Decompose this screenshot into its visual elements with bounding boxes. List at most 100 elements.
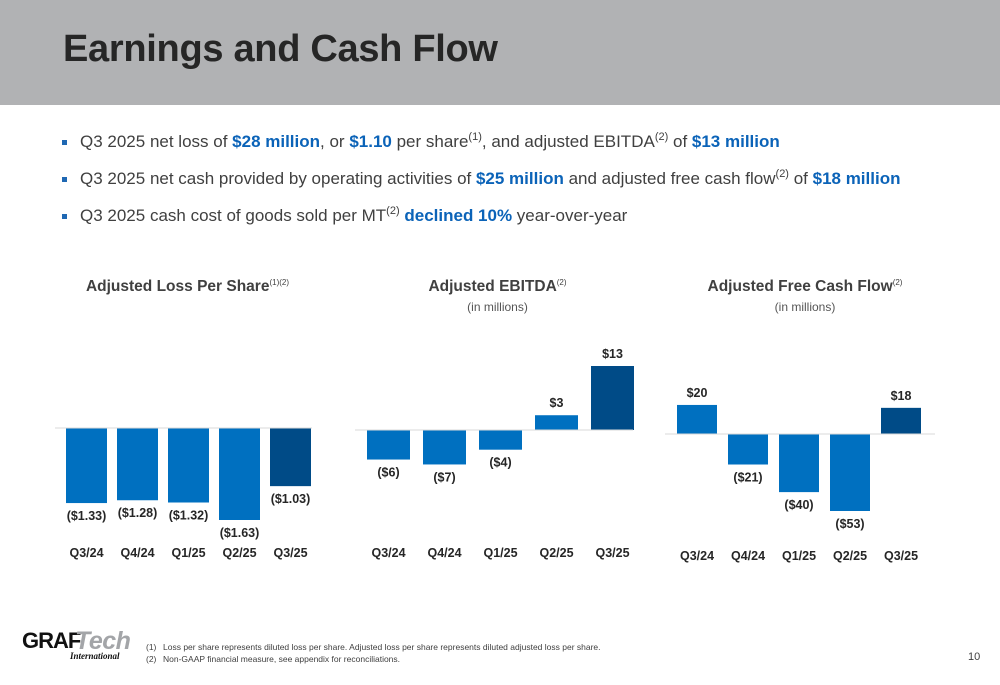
chart-plot: ($6) Q3/24 ($7) Q4/24 ($4) Q1/25 $3 Q2/25 $13 Q3/… <box>355 347 634 560</box>
chart-adjusted-loss-per-share: Adjusted Loss Per Share(1)(2) ($1.33) Q3/… <box>55 270 320 580</box>
category-label: Q1/25 <box>171 546 205 560</box>
bullet-item: Q3 2025 net cash provided by operating a… <box>62 167 962 204</box>
bar-Q2-25 <box>830 434 870 511</box>
data-label: ($1.32) <box>169 509 209 523</box>
footnote-number: (2) <box>146 654 157 664</box>
highlight-value: declined 10% <box>404 206 513 225</box>
bar-Q2-25 <box>535 415 578 430</box>
highlight-value: $1.10 <box>349 132 392 151</box>
highlight-value: $13 million <box>691 132 780 151</box>
page-number: 10 <box>968 651 981 663</box>
chart-plot: $20 Q3/24 ($21) Q4/24 ($40) Q1/25 ($53) Q2/25 $1… <box>665 386 935 563</box>
text-run: Q3 2025 net cash provided by operating a… <box>80 169 476 188</box>
data-label: $18 <box>891 389 912 403</box>
highlight-value: $18 million <box>812 169 901 188</box>
footnotes: (1) Loss per share represents diluted los… <box>146 641 601 665</box>
category-label: Q3/25 <box>273 546 307 560</box>
category-label: Q1/25 <box>782 549 816 563</box>
bar-Q4-24 <box>423 430 466 465</box>
logo-text-international: International <box>70 651 120 661</box>
bar-Q1-25 <box>168 428 209 503</box>
data-label: ($7) <box>433 470 455 484</box>
data-label: $20 <box>687 386 708 400</box>
category-label: Q2/25 <box>833 549 867 563</box>
data-label: $3 <box>550 396 564 410</box>
bar-Q3-24 <box>677 404 717 434</box>
text-run: of <box>668 132 692 151</box>
chart-title-footnote: (2) <box>556 278 567 287</box>
bar-Q3-25 <box>881 407 921 434</box>
chart-subtitle: (in millions) <box>774 300 836 314</box>
chart-title: Adjusted EBITDA(2) <box>428 278 567 295</box>
bullet-square-icon <box>62 214 67 219</box>
page-title: Earnings and Cash Flow <box>63 28 498 70</box>
category-label: Q3/25 <box>595 546 629 560</box>
logo-text-tech: Tech <box>75 627 131 655</box>
category-label: Q4/24 <box>731 549 765 563</box>
category-label: Q3/24 <box>69 546 103 560</box>
data-label: $13 <box>602 347 623 361</box>
bar-Q3-24 <box>66 428 107 504</box>
slide-header: Earnings and Cash Flow <box>0 0 1000 105</box>
bullet-text: Q3 2025 net loss of $28 million, or $1.1… <box>80 131 780 152</box>
footnote-number: (1) <box>146 642 157 652</box>
bullet-square-icon <box>62 140 67 145</box>
footnote-ref: (2) <box>654 131 669 143</box>
data-label: ($1.28) <box>118 506 158 520</box>
bullet-list: Q3 2025 net loss of $28 million, or $1.1… <box>62 130 962 241</box>
footnote-ref: (2) <box>386 205 400 217</box>
bar-Q1-25 <box>779 434 819 493</box>
highlight-value: $25 million <box>475 169 564 188</box>
chart-title-footnote: (2) <box>892 278 903 287</box>
bar-Q1-25 <box>479 430 522 450</box>
text-run: Q3 2025 net loss of <box>80 132 233 151</box>
bar-Q3-25 <box>270 428 311 487</box>
bar-Q2-25 <box>219 428 260 520</box>
footnote-ref: (2) <box>775 168 789 180</box>
category-label: Q4/24 <box>427 546 461 560</box>
text-run: Q3 2025 cash cost of goods sold per MT <box>80 206 387 225</box>
footnote-text: Loss per share represents diluted loss p… <box>163 642 601 652</box>
category-label: Q2/25 <box>539 546 573 560</box>
text-run: , and adjusted EBITDA <box>481 132 655 151</box>
bullet-item: Q3 2025 cash cost of goods sold per MT(2… <box>62 204 962 241</box>
text-run: per share <box>391 132 469 151</box>
category-label: Q3/24 <box>680 549 714 563</box>
highlight-value: $28 million <box>232 132 321 151</box>
footnote-ref: (1) <box>468 131 482 143</box>
chart-adjusted-free-cash-flow: Adjusted Free Cash Flow(2) (in millions)… <box>665 270 945 580</box>
data-label: ($1.03) <box>271 492 311 506</box>
category-label: Q4/24 <box>120 546 154 560</box>
bullet-square-icon <box>62 177 67 182</box>
chart-adjusted-ebitda: Adjusted EBITDA(2) (in millions) ($6) Q3/… <box>355 270 640 580</box>
bar-Q4-24 <box>728 434 768 465</box>
chart-title: Adjusted Loss Per Share(1)(2) <box>85 278 290 295</box>
bullet-item: Q3 2025 net loss of $28 million, or $1.1… <box>62 130 962 167</box>
footnote-text: Non-GAAP financial measure, see appendix… <box>163 654 401 664</box>
data-label: ($1.63) <box>220 526 260 540</box>
chart-plot: ($1.33) Q3/24 ($1.28) Q4/24 ($1.32) Q1/25 ($1.… <box>55 427 312 560</box>
logo-text-graf: GRAF <box>22 628 81 653</box>
bar-Q4-24 <box>117 428 158 501</box>
bar-Q3-25 <box>591 366 634 430</box>
text-run: , or <box>320 132 350 151</box>
text-run: year-over-year <box>512 206 628 225</box>
category-label: Q3/25 <box>884 549 918 563</box>
category-label: Q2/25 <box>222 546 256 560</box>
data-label: ($1.33) <box>67 509 107 523</box>
data-label: ($40) <box>784 498 813 512</box>
category-label: Q3/24 <box>371 546 405 560</box>
graftech-logo: GRAF Tech International <box>22 627 131 666</box>
data-label: ($53) <box>835 517 864 531</box>
bullet-text: Q3 2025 net cash provided by operating a… <box>80 168 901 189</box>
data-label: ($4) <box>489 456 511 470</box>
chart-title-footnote: (1)(2) <box>269 278 290 287</box>
footnote-1: (1) Loss per share represents diluted los… <box>146 641 601 653</box>
chart-title: Adjusted Free Cash Flow(2) <box>707 278 903 295</box>
data-label: ($6) <box>377 466 399 480</box>
text-run: and adjusted free cash flow <box>563 169 776 188</box>
category-label: Q1/25 <box>483 546 517 560</box>
footnote-2: (2) Non-GAAP financial measure, see appen… <box>146 653 601 665</box>
bullet-text: Q3 2025 cash cost of goods sold per MT(2… <box>80 205 628 226</box>
text-run: of <box>788 169 813 188</box>
